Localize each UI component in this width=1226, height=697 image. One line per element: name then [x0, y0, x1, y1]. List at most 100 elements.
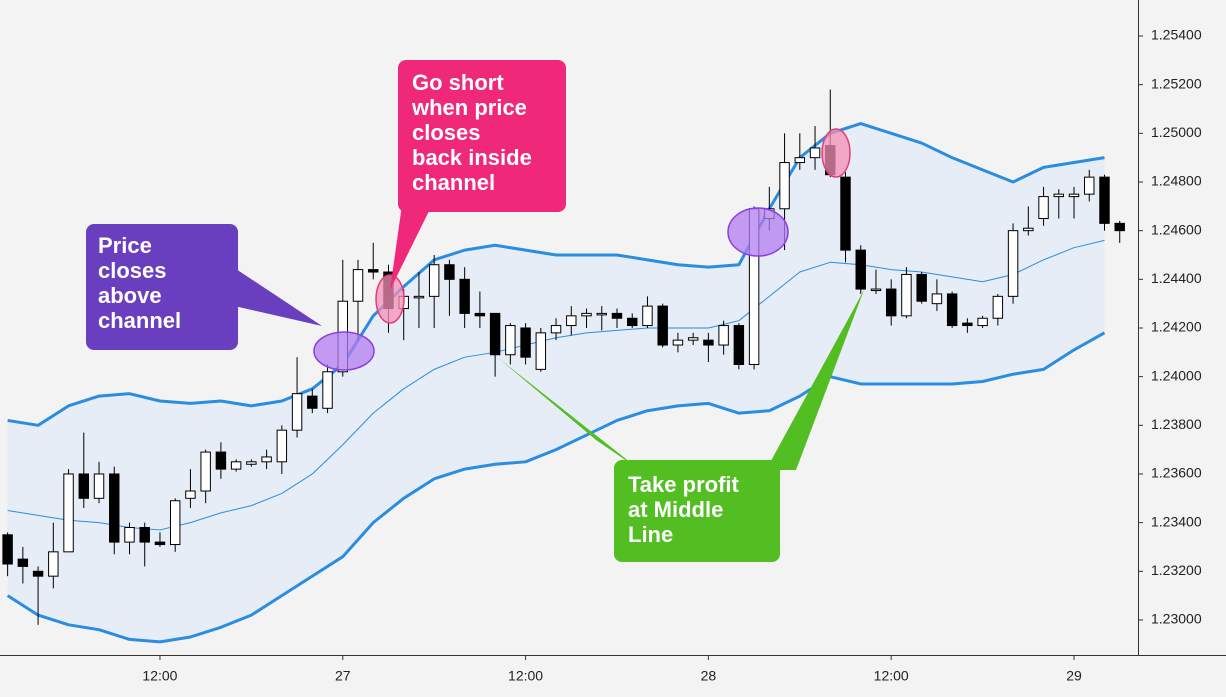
highlights	[313, 128, 851, 371]
candle-body	[718, 325, 729, 346]
candle-body	[535, 332, 547, 370]
callout-text: closes	[98, 258, 167, 283]
y-tick-label: 1.24200	[1151, 319, 1202, 335]
callout-text: Take profit	[628, 472, 740, 497]
candle-body	[154, 541, 166, 546]
candle-body	[1007, 230, 1019, 297]
candle-body	[352, 269, 364, 302]
candle-body	[977, 317, 988, 327]
candle-body	[261, 456, 272, 463]
candle-body	[505, 325, 516, 356]
y-tick-label: 1.25200	[1151, 75, 1202, 91]
callout-text: when price	[411, 95, 527, 120]
callout-text: at Middle	[628, 497, 723, 522]
candle-body	[459, 278, 470, 314]
band-fill	[7, 123, 1105, 642]
callout-pointer	[390, 205, 432, 290]
callout-pointer	[766, 290, 864, 470]
highlight	[727, 207, 789, 257]
candle-body	[840, 176, 851, 251]
candle-body	[855, 249, 866, 290]
candle-body	[444, 264, 455, 280]
candle-body	[124, 527, 135, 543]
highlight	[375, 274, 405, 324]
candle-body	[276, 429, 288, 463]
callout-text: channel	[98, 308, 181, 333]
candle-body	[200, 451, 211, 492]
callout-2: Go short when price closes back inside c…	[390, 60, 566, 290]
candle-body	[230, 461, 242, 470]
highlight	[821, 128, 851, 178]
callout-box	[86, 224, 238, 350]
callout-pointer	[497, 357, 640, 470]
candle-body	[946, 293, 958, 327]
band-line	[6, 331, 1106, 644]
x-tick-label: 12:00	[874, 668, 909, 684]
callout-text: Line	[628, 522, 673, 547]
y-tick-label: 1.24000	[1151, 367, 1202, 383]
y-tick-label: 1.23800	[1151, 416, 1202, 432]
y-tick-label: 1.24600	[1151, 221, 1202, 237]
candle-body	[611, 312, 623, 319]
x-tick-label: 27	[335, 668, 351, 684]
candle-body	[185, 490, 196, 499]
candle-body	[870, 288, 882, 292]
y-tick-label: 1.23600	[1151, 465, 1202, 481]
candle-body	[962, 322, 973, 327]
candle-body	[657, 305, 668, 346]
callout-text: Go short	[412, 70, 504, 95]
candle-body	[596, 312, 607, 316]
candle-body	[474, 312, 486, 317]
candle-body	[246, 461, 257, 465]
candle-body	[413, 295, 425, 299]
candle-body	[1099, 176, 1110, 224]
candle-body	[109, 473, 120, 543]
candle-body	[32, 570, 44, 577]
candle-body	[63, 473, 74, 553]
candle-body	[78, 473, 90, 499]
candle-body	[885, 288, 897, 317]
y-tick-label: 1.23000	[1151, 611, 1202, 627]
candle-body	[779, 162, 790, 210]
candle-body	[17, 558, 29, 567]
x-tick-label: 12:00	[142, 668, 177, 684]
callout-pointer	[230, 265, 322, 326]
candle-body	[672, 339, 684, 346]
candle-body	[550, 325, 562, 334]
candle-body	[48, 551, 59, 577]
callout-text: above	[98, 283, 162, 308]
candle-body	[139, 527, 150, 543]
y-tick-label: 1.25400	[1151, 27, 1202, 43]
candle-body	[794, 157, 806, 164]
y-tick-label: 1.24400	[1151, 270, 1202, 286]
highlight	[313, 331, 375, 371]
callout-box	[398, 60, 566, 212]
callout-text: closes	[412, 120, 481, 145]
candle-body	[1023, 227, 1034, 232]
candle-body	[1114, 222, 1125, 232]
candle-body	[307, 395, 318, 409]
candle-body	[215, 451, 227, 470]
candle-body	[566, 315, 577, 327]
y-tick-label: 1.23400	[1151, 513, 1202, 529]
candle-body	[687, 337, 699, 341]
candle-body	[489, 312, 501, 356]
candle-body	[703, 339, 714, 346]
candle-body	[901, 273, 912, 317]
candle-body	[992, 295, 1004, 319]
x-tick-label: 28	[701, 668, 717, 684]
candle-body	[642, 305, 653, 327]
y-tick-label: 1.25000	[1151, 124, 1202, 140]
candle-body	[916, 273, 927, 302]
candle-body	[169, 500, 181, 546]
y-tick-label: 1.24800	[1151, 173, 1202, 189]
candle-body	[520, 327, 531, 358]
candle-body	[626, 317, 638, 327]
candle-body	[93, 473, 105, 499]
callout-text: back inside	[412, 145, 532, 170]
callout-text: Price	[98, 233, 152, 258]
candle-body	[733, 325, 745, 365]
candle-body	[1053, 193, 1065, 198]
candle-body	[428, 264, 440, 297]
